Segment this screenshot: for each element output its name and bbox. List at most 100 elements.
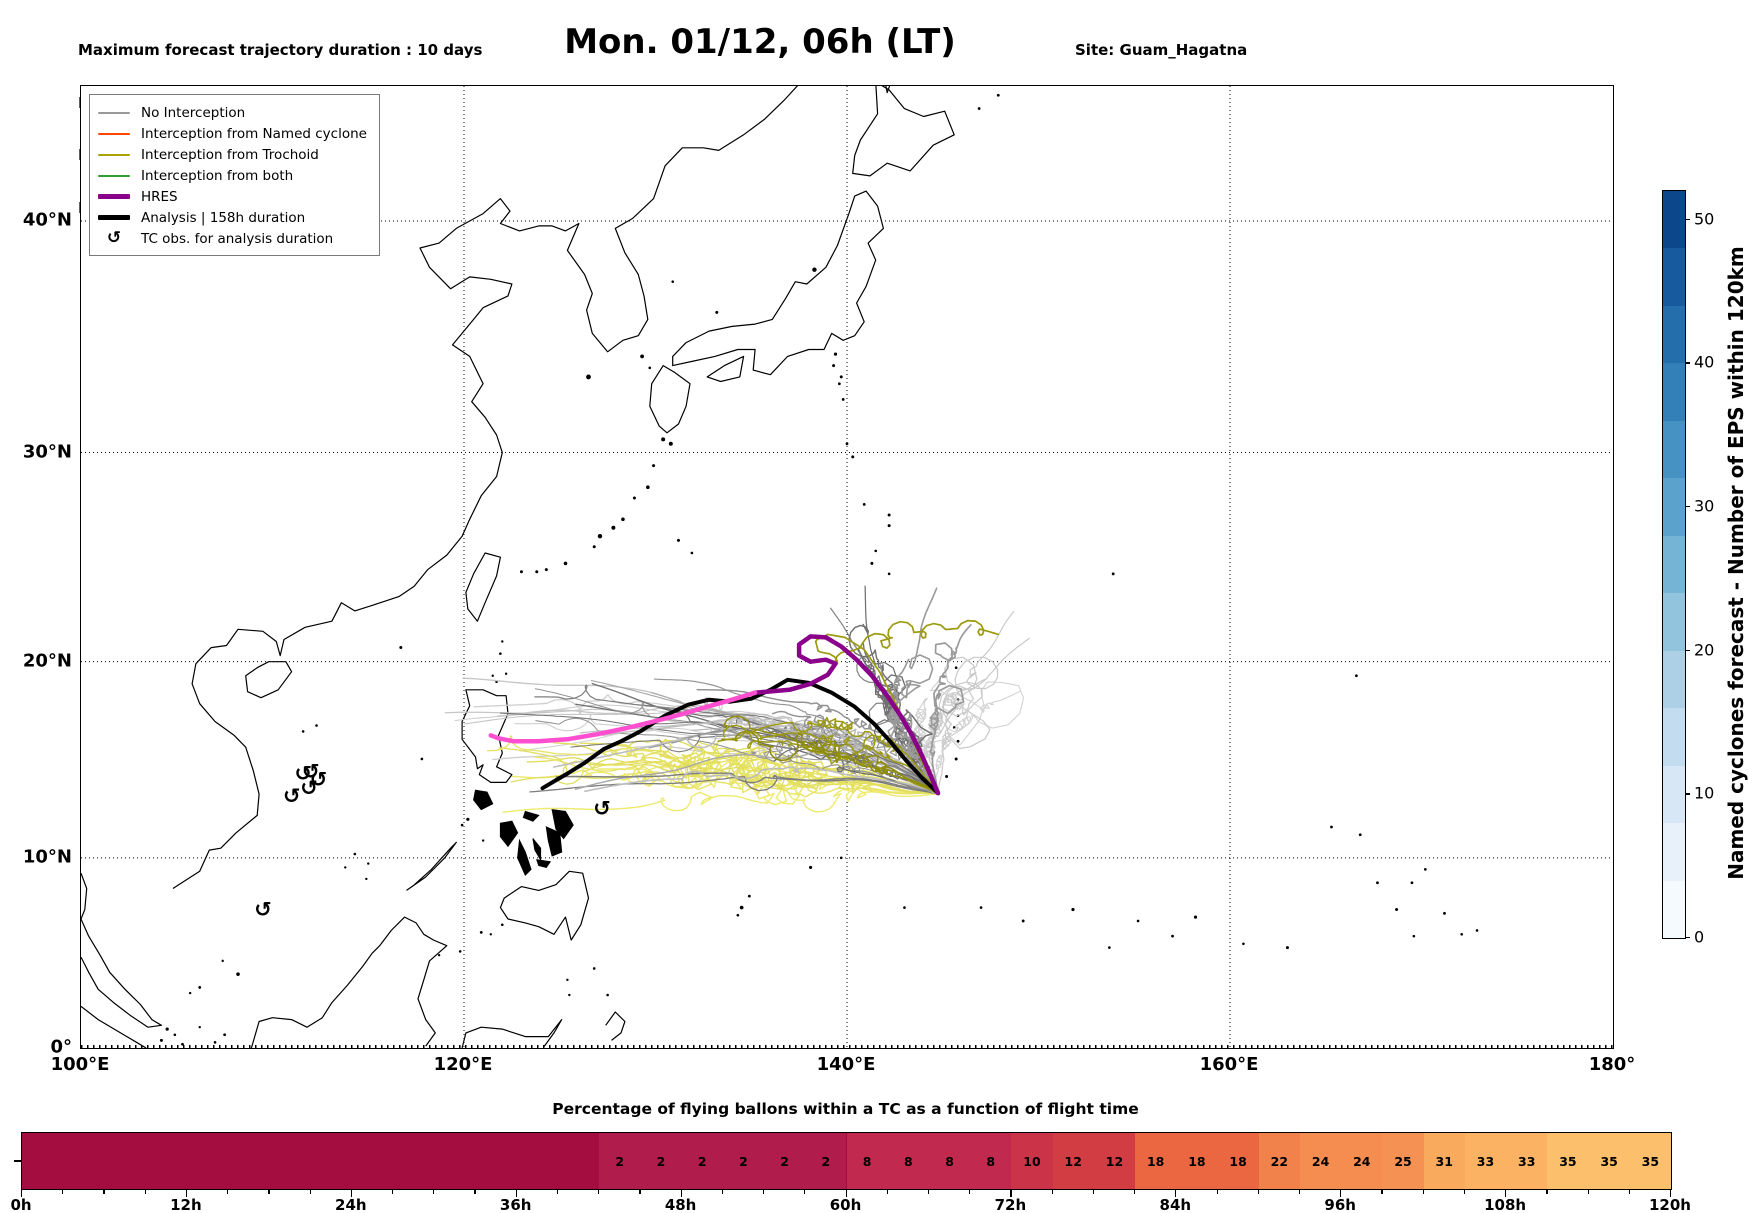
lon-tick-label: 160°E [1199, 1054, 1259, 1075]
legend-label: Interception from Trochoid [141, 146, 319, 163]
legend-item-1: Interception from Named cyclone [98, 123, 367, 144]
island-dot [501, 640, 504, 643]
colorbar [1662, 190, 1686, 939]
strip-tick [62, 1189, 64, 1194]
colorbar-tick-label: 0 [1694, 927, 1705, 947]
hres-intercepted-track [488, 690, 758, 744]
island-dot [632, 496, 636, 500]
island-dot [367, 862, 370, 865]
island-dot [466, 817, 470, 821]
coastline-sakhalin [885, 86, 891, 94]
island-dot [887, 524, 891, 528]
colorbar-step [1663, 650, 1685, 709]
strip-tick [144, 1189, 146, 1194]
coastline-shikoku [706, 355, 745, 383]
figure-title: Mon. 01/12, 06h (LT) [564, 22, 956, 62]
island-dot [344, 866, 347, 869]
island-dot [862, 502, 866, 506]
island-dot [1330, 825, 1333, 829]
trajectory-gray-fan [771, 710, 939, 796]
strip-tick [763, 1189, 765, 1194]
island-dot [652, 464, 656, 468]
colorbar-tick-label: 10 [1694, 783, 1715, 803]
strip-tick [1628, 1189, 1630, 1194]
strip-tick [392, 1189, 394, 1194]
strip-cell: 18 [1135, 1133, 1177, 1189]
coastline-sulawesi [461, 1019, 563, 1048]
strip-tick-label: 120h [1649, 1196, 1691, 1213]
lat-tick-label: 40°N [22, 209, 72, 231]
island-dot [519, 570, 523, 574]
island-dot [568, 993, 571, 997]
strip-tick [1546, 1189, 1548, 1194]
legend-line [98, 194, 130, 199]
strip-tick [474, 1189, 476, 1194]
island-dot [977, 107, 981, 110]
strip-tick-label: 84h [1159, 1196, 1192, 1213]
colorbar-step [1663, 535, 1685, 594]
strip-tick [1670, 1189, 1672, 1197]
strip-tick-label: 12h [170, 1196, 202, 1213]
strip-tick [309, 1189, 311, 1194]
coastline-halmahera [605, 1011, 626, 1041]
strip-cell: 33 [1506, 1133, 1548, 1189]
island-dot [1071, 907, 1075, 912]
island-dot [648, 366, 652, 370]
island-dot [1193, 915, 1198, 919]
strip-y-tick [14, 1160, 21, 1162]
island-dot [221, 959, 224, 963]
colorbar-tick [1685, 218, 1690, 220]
strip-cell: 2 [681, 1133, 723, 1189]
legend-swatch [98, 111, 130, 114]
island-dot [491, 674, 494, 677]
island-dot [1376, 881, 1379, 885]
island-dot [956, 739, 960, 743]
colorbar-tick [1685, 649, 1690, 651]
island-dot [544, 568, 548, 572]
colorbar-step [1663, 880, 1685, 939]
strip-tick [1092, 1189, 1095, 1194]
strip-tick-label: 48h [664, 1196, 697, 1213]
island-dot [504, 672, 508, 675]
island-cebu [532, 838, 542, 862]
strip-tick-label: 96h [1324, 1196, 1356, 1213]
strip-tick [185, 1189, 188, 1197]
island-dot [223, 1033, 227, 1037]
coastline-asia-mainland [172, 86, 799, 890]
legend-item-3: Interception from both [98, 165, 367, 186]
legend-item-5: Analysis | 158h duration [98, 207, 367, 228]
trajectory-olive-knot [723, 715, 940, 794]
strip-cell: 12 [1052, 1133, 1094, 1189]
strip-tick [1587, 1189, 1589, 1194]
trajectory-gray-light-far [938, 611, 1015, 795]
colorbar-tick-label: 50 [1694, 209, 1715, 229]
trajectory-gray-light-far [934, 681, 1025, 793]
island-dot [489, 933, 493, 936]
colorbar-step [1663, 420, 1685, 479]
island-dot [501, 923, 504, 927]
island-dot [611, 525, 616, 530]
island-dot [479, 930, 483, 934]
island-dot [845, 442, 849, 446]
island-dot [1410, 881, 1414, 885]
tc-obs-symbol: ↺ [283, 784, 301, 808]
strip-tick-label: 0h [10, 1196, 32, 1213]
legend-line [98, 174, 130, 177]
strip-cell: 8 [970, 1133, 1012, 1189]
island-dot [996, 93, 1000, 97]
colorbar-step [1663, 593, 1685, 651]
island-dot [399, 646, 403, 650]
island-dot [1412, 934, 1416, 938]
legend-item-0: No Interception [98, 102, 367, 123]
legend: No Interception Interception from Named c… [89, 94, 380, 256]
island-dot [499, 652, 502, 655]
island-dot [566, 978, 569, 982]
island-dot [1111, 572, 1115, 576]
island-dot [535, 570, 539, 574]
island-dot [809, 865, 813, 870]
island-dot [1242, 942, 1245, 946]
strip-tick [1216, 1189, 1218, 1194]
lat-tick-label: 20°N [22, 650, 72, 672]
strip-cell: 2 [722, 1133, 765, 1189]
